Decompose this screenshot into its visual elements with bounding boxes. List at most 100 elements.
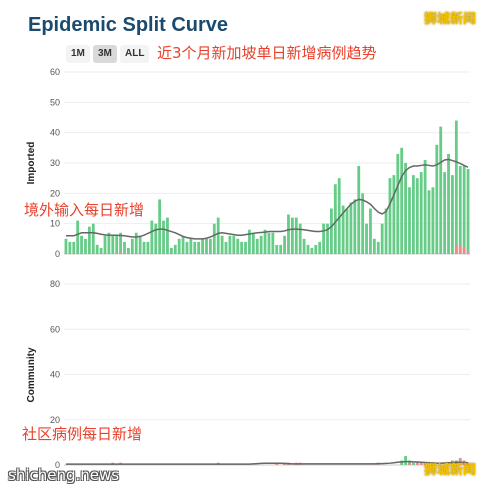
imported-ytick-label: 0 — [55, 249, 60, 259]
imported-bar — [87, 226, 91, 254]
imported-bar — [142, 241, 146, 254]
community-ytick-label: 40 — [50, 370, 60, 380]
imported-bar — [111, 235, 115, 254]
imported-bar — [130, 238, 134, 254]
imported-bar — [150, 220, 154, 254]
imported-bar — [341, 205, 345, 254]
imported-bar — [462, 247, 466, 254]
imported-bar — [119, 232, 123, 254]
community-ytick-label: 80 — [50, 279, 60, 289]
imported-bar — [138, 235, 142, 254]
imported-bar — [423, 159, 427, 254]
imported-bar — [365, 223, 368, 254]
imported-bar — [353, 199, 357, 254]
imported-bar — [458, 244, 462, 254]
community-bar — [408, 462, 411, 465]
imported-bar — [447, 153, 450, 254]
imported-bar — [372, 238, 376, 254]
imported-ylabel: Imported — [26, 142, 37, 185]
range-button-3m[interactable]: 3M — [93, 45, 117, 63]
imported-bar — [384, 208, 388, 254]
imported-bar — [326, 223, 329, 254]
imported-bar — [392, 175, 396, 254]
imported-bar — [181, 235, 185, 254]
imported-bar — [345, 208, 349, 254]
imported-bar — [103, 235, 107, 254]
imported-bar — [466, 169, 470, 254]
imported-bar — [123, 241, 126, 254]
imported-bar — [107, 232, 111, 254]
imported-bar — [244, 241, 247, 254]
imported-bar — [287, 214, 290, 254]
imported-bar — [415, 178, 419, 254]
range-button-all[interactable]: ALL — [120, 45, 150, 63]
imported-bar — [369, 208, 372, 254]
imported-bar — [232, 235, 236, 254]
imported-ytick-label: 20 — [50, 188, 60, 198]
imported-bar — [263, 229, 267, 254]
imported-bar — [318, 241, 322, 254]
imported-bar — [119, 250, 123, 254]
imported-bar — [208, 238, 212, 254]
imported-bar — [454, 120, 458, 254]
imported-bar — [451, 175, 454, 254]
imported-bar — [158, 199, 162, 254]
imported-bar — [357, 166, 361, 254]
imported-bar — [80, 235, 83, 254]
imported-bar — [68, 241, 72, 254]
imported-bar — [177, 238, 181, 254]
community-bar — [423, 462, 427, 465]
imported-bar — [99, 247, 103, 254]
imported-bar — [212, 223, 216, 254]
imported-bar — [275, 244, 279, 254]
imported-bar — [462, 166, 466, 254]
imported-bar — [302, 238, 306, 254]
imported-bar — [115, 235, 119, 254]
community-bar — [454, 462, 458, 465]
imported-bar — [361, 193, 365, 254]
imported-bar — [271, 232, 275, 254]
imported-bar — [189, 238, 193, 254]
imported-bar — [349, 202, 353, 254]
imported-bar — [322, 223, 326, 254]
imported-bar — [146, 241, 150, 254]
imported-bar — [162, 220, 165, 254]
imported-bar — [380, 223, 384, 254]
imported-bar — [427, 190, 431, 254]
range-button-1m[interactable]: 1M — [66, 45, 90, 63]
imported-bar — [197, 241, 201, 254]
imported-bar — [283, 235, 286, 254]
community-ytick-label: 0 — [55, 460, 60, 470]
imported-bar — [236, 238, 240, 254]
imported-bar — [439, 126, 443, 254]
community-ylabel: Community — [26, 347, 37, 402]
imported-bar — [298, 223, 302, 254]
imported-bar — [443, 172, 447, 254]
imported-bar — [408, 187, 411, 254]
imported-bar — [396, 153, 400, 254]
imported-bar — [337, 178, 341, 254]
imported-bar — [224, 241, 228, 254]
community-ytick-label: 20 — [50, 415, 60, 425]
imported-bar — [127, 247, 130, 254]
community-panel: 0 20 40 60 80 Community — [26, 279, 470, 470]
imported-bar — [166, 217, 169, 254]
imported-bar — [431, 187, 435, 254]
headline-annotation: 近3个月新加坡单日新增病例趋势 — [157, 44, 377, 62]
imported-trend-line — [65, 158, 469, 240]
imported-panel: 0 10 20 30 40 50 60 Imported — [26, 67, 470, 259]
imported-bar — [306, 244, 310, 254]
imported-bar — [205, 238, 208, 254]
community-trend-line — [65, 460, 469, 465]
imported-bar — [201, 238, 204, 254]
imported-ytick-label: 10 — [50, 219, 60, 229]
imported-bar — [248, 229, 251, 254]
imported-ytick-label: 50 — [50, 97, 60, 107]
imported-bar — [454, 244, 458, 254]
imported-bar — [330, 208, 333, 254]
imported-bar — [310, 247, 314, 254]
community-ytick-label: 60 — [50, 324, 60, 334]
imported-bar — [91, 223, 95, 254]
watermark-top: 狮城新闻 — [424, 12, 477, 27]
